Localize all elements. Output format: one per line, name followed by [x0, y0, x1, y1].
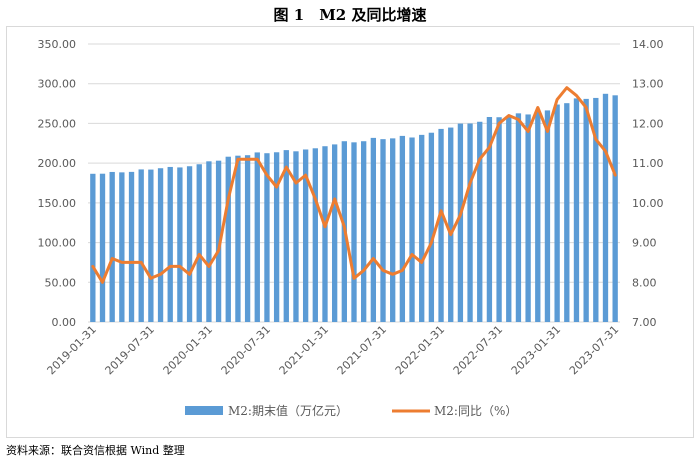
y-left-tick-label: 250.00	[38, 117, 77, 130]
y-right-tick-label: 14.00	[632, 38, 664, 51]
bar	[399, 135, 406, 322]
bar	[148, 169, 154, 322]
bar	[525, 114, 531, 322]
bar	[554, 104, 560, 323]
bar	[583, 98, 589, 323]
x-tick-label: 2020-07-31	[219, 323, 273, 377]
bar	[206, 161, 212, 322]
chart-frame	[6, 26, 694, 438]
bar	[544, 110, 551, 322]
y-left-tick-label: 100.00	[38, 237, 77, 250]
bar	[244, 155, 251, 322]
bar	[138, 169, 144, 322]
bar	[477, 121, 483, 322]
bar	[564, 103, 570, 322]
bar	[273, 152, 280, 322]
bar	[225, 156, 231, 322]
bar	[515, 113, 522, 322]
bar	[380, 139, 386, 322]
bar	[157, 168, 164, 322]
bar	[448, 127, 454, 322]
y-right-tick-label: 11.00	[632, 157, 664, 170]
y-right-tick-label: 7.00	[632, 316, 657, 329]
y-right-tick-label: 9.00	[632, 237, 657, 250]
y-right-tick-label: 10.00	[632, 197, 664, 210]
bar	[370, 137, 377, 322]
legend-bar-swatch	[185, 406, 223, 415]
bar	[264, 153, 270, 322]
bar	[235, 155, 241, 322]
bar	[486, 116, 493, 322]
bar	[119, 172, 125, 322]
yoy-line	[91, 86, 617, 284]
bar	[90, 173, 96, 322]
bar	[602, 93, 609, 322]
legend-line-label: M2:同比（%）	[434, 404, 517, 418]
bar	[361, 141, 367, 322]
bar	[612, 95, 618, 323]
bar	[196, 164, 202, 322]
x-tick-label: 2022-07-31	[451, 323, 505, 377]
x-tick-label: 2022-01-31	[393, 323, 447, 377]
bar	[99, 173, 106, 322]
x-tick-label: 2023-07-31	[567, 323, 621, 377]
bar	[467, 123, 473, 323]
bar	[506, 115, 512, 322]
y-left-tick-label: 200.00	[38, 157, 77, 170]
bar	[496, 117, 502, 322]
bar	[351, 142, 357, 322]
x-tick-label: 2021-07-31	[335, 323, 389, 377]
y-left-tick-label: 300.00	[38, 78, 77, 91]
y-left-tick-label: 350.00	[38, 38, 77, 51]
bar	[215, 160, 222, 322]
bar	[293, 151, 299, 322]
bar	[109, 171, 115, 322]
bar	[438, 128, 444, 322]
bar	[302, 149, 309, 322]
legend-bar-label: M2:期末值（万亿元）	[228, 403, 348, 418]
bar	[128, 171, 135, 322]
y-right-tick-label: 12.00	[632, 117, 664, 130]
bar	[457, 123, 464, 322]
bar	[593, 97, 599, 322]
y-left-tick-label: 50.00	[45, 276, 77, 289]
bar	[283, 150, 289, 322]
bar	[331, 144, 338, 322]
source-note: 资料来源：联合资信根据 Wind 整理	[6, 444, 185, 457]
y-left-tick-label: 0.00	[52, 316, 77, 329]
y-right-tick-label: 8.00	[632, 276, 657, 289]
x-tick-label: 2020-01-31	[161, 323, 215, 377]
x-tick-label: 2021-01-31	[277, 323, 331, 377]
x-tick-label: 2023-01-31	[509, 323, 563, 377]
bar	[428, 132, 435, 322]
m2-chart: 0.00 50.00 100.00 150.00 200.00 250.00 300.00 3…	[38, 38, 664, 418]
bar	[322, 146, 328, 322]
bar	[573, 98, 580, 322]
chart-title: 图 1 M2 及同比增速	[273, 6, 427, 24]
x-tick-label: 2019-01-31	[45, 323, 99, 377]
bar	[177, 167, 183, 322]
bar	[312, 148, 318, 322]
bar	[167, 166, 173, 322]
y-right-tick-label: 13.00	[632, 78, 664, 91]
bar	[535, 111, 541, 323]
bar	[186, 166, 193, 322]
bar	[409, 137, 415, 322]
y-left-tick-label: 150.00	[38, 197, 77, 210]
bar	[254, 152, 260, 322]
bar	[419, 134, 425, 322]
x-tick-label: 2019-07-31	[103, 323, 157, 377]
bar	[390, 138, 396, 322]
